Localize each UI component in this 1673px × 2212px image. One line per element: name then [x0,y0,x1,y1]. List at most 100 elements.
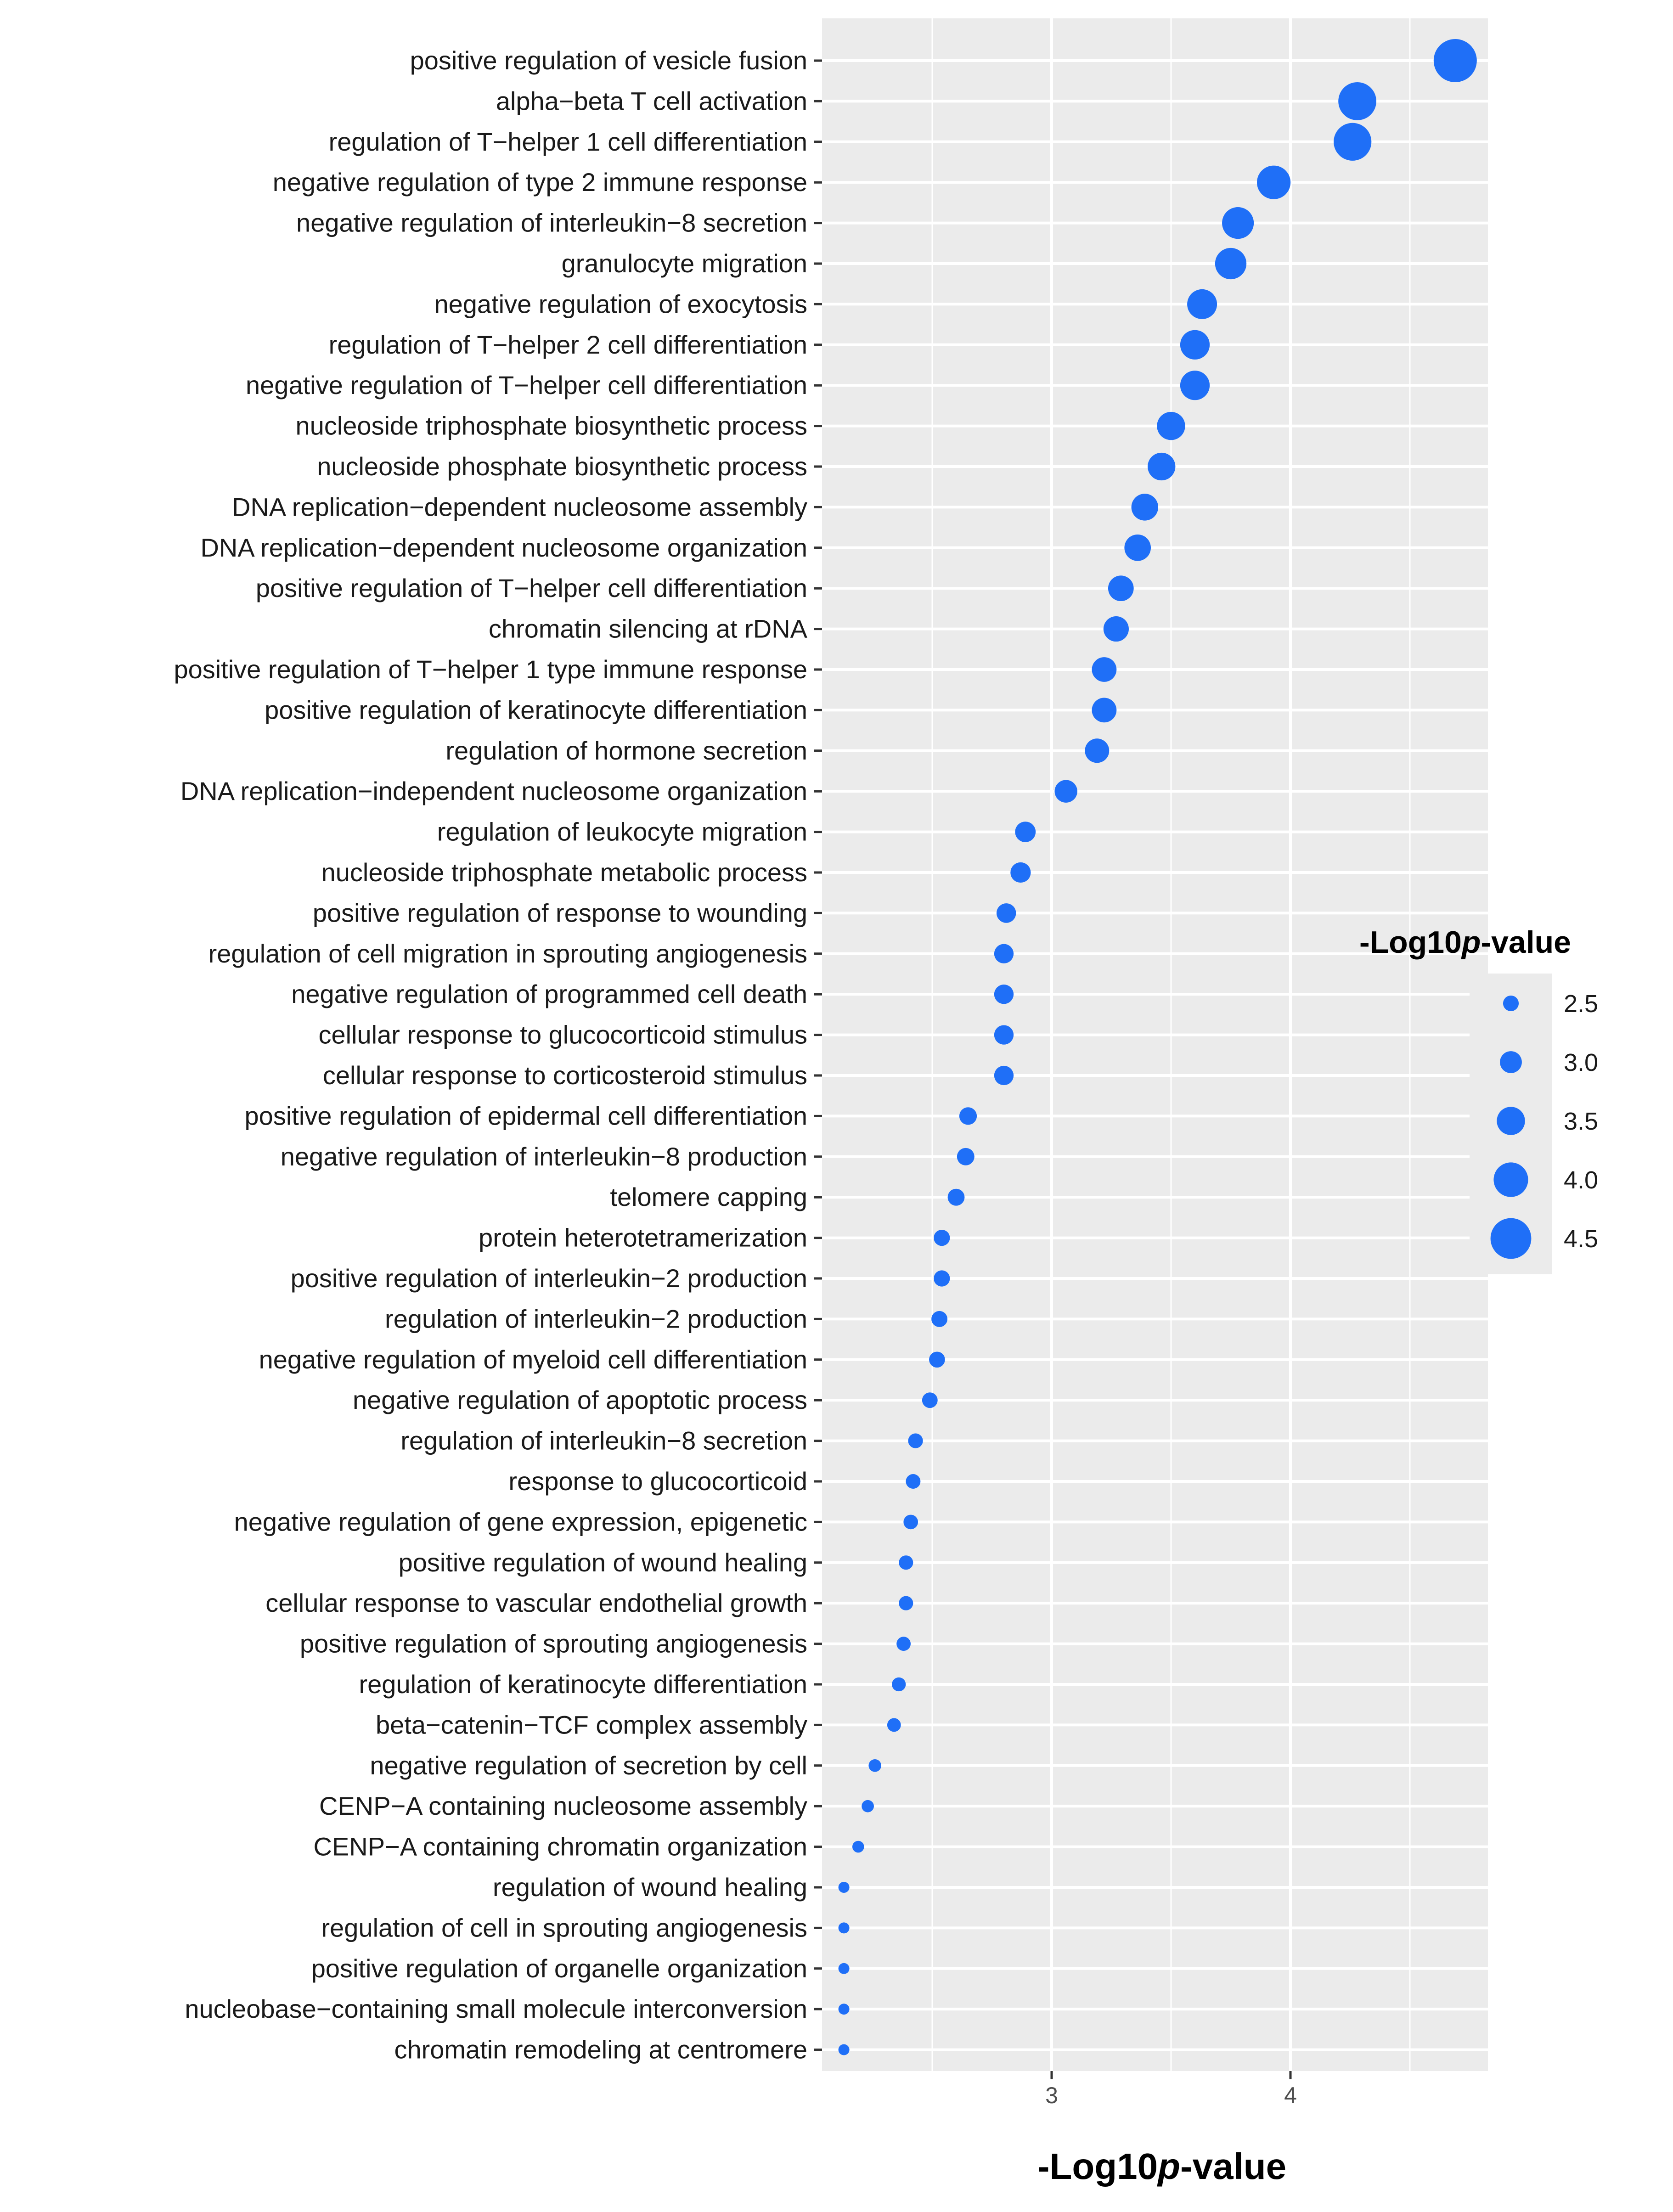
category-label: regulation of wound healing [493,1873,807,1902]
data-point [1180,371,1210,400]
data-point [903,1514,918,1530]
data-point [1222,207,1254,239]
grid-lines [822,18,1488,2071]
category-label: regulation of keratinocyte differentiati… [359,1670,807,1699]
category-label: regulation of cell in sprouting angiogen… [321,1913,807,1942]
legend-point [1490,1218,1532,1259]
category-label: positive regulation of T−helper cell dif… [256,574,807,602]
category-label: negative regulation of programmed cell d… [291,979,807,1008]
data-point [899,1555,913,1570]
category-label: positive regulation of organelle organiz… [311,1954,807,1983]
data-point [908,1433,923,1448]
data-point [1148,452,1176,481]
data-point [1054,780,1077,803]
category-label: DNA replication−dependent nucleosome org… [200,533,807,562]
data-point [1124,534,1151,561]
category-label: regulation of leukocyte migration [437,817,807,846]
data-point [868,1759,881,1772]
legend-point [1503,995,1519,1012]
category-label: positive regulation of epidermal cell di… [245,1101,807,1130]
legend-point [1493,1162,1528,1197]
data-point [1187,289,1217,319]
category-label: protein heterotetramerization [479,1223,807,1252]
legend-label: 3.0 [1564,1049,1598,1076]
category-label: negative regulation of interleukin−8 pro… [281,1142,807,1171]
category-label: negative regulation of interleukin−8 sec… [296,208,807,237]
category-label: positive regulation of keratinocyte diff… [265,695,807,724]
legend-label: 3.5 [1564,1108,1598,1135]
category-label: nucleobase−containing small molecule int… [185,1994,807,2023]
data-point [994,985,1014,1004]
y-axis-ticks [814,59,822,2051]
data-point [934,1270,950,1287]
category-label: nucleoside triphosphate metabolic proces… [321,858,807,887]
category-label: granulocyte migration [562,249,807,278]
x-axis-title: -Log10p-value [1037,2146,1286,2187]
data-point [838,1882,850,1893]
data-point [1338,82,1376,120]
data-point [1256,165,1291,199]
data-point [957,1148,975,1165]
data-point [862,1800,874,1812]
legend-title: -Log10p-value [1359,925,1571,960]
category-label: beta−catenin−TCF complex assembly [376,1710,807,1739]
category-label: negative regulation of gene expression, … [234,1507,807,1536]
data-point [994,1025,1014,1045]
plot-panel [822,18,1488,2071]
data-point [852,1841,864,1853]
category-label: chromatin remodeling at centromere [394,2035,807,2064]
category-label: nucleoside triphosphate biosynthetic pro… [296,411,807,440]
data-point [1092,698,1117,723]
x-tick-label: 4 [1284,2083,1297,2108]
category-label: regulation of T−helper 1 cell differenti… [329,127,807,156]
category-label: regulation of cell migration in sproutin… [208,939,807,968]
legend-entries: 2.5 3.0 3.5 4.0 4.5 [1490,990,1598,1259]
category-label: regulation of interleukin−2 production [385,1304,807,1333]
category-label: positive regulation of wound healing [399,1548,807,1577]
category-label: negative regulation of type 2 immune res… [273,168,807,197]
legend-label: 4.5 [1564,1225,1598,1253]
data-point [931,1311,948,1327]
data-point [1157,411,1185,440]
legend-label: 2.5 [1564,990,1598,1018]
data-point [929,1351,945,1368]
data-point [896,1637,911,1651]
size-legend: -Log10p-value 2.5 3.0 3.5 4.0 4.5 [1359,925,1598,1274]
category-label: DNA replication−independent nucleosome o… [180,777,807,805]
category-label: positive regulation of response to wound… [313,898,807,927]
category-label: regulation of hormone secretion [445,736,807,765]
category-label: telomere capping [610,1182,807,1211]
data-point [899,1596,913,1610]
category-label: negative regulation of exocytosis [434,289,808,318]
data-point [1010,862,1031,883]
data-point [922,1392,938,1408]
category-label: regulation of interleukin−8 secretion [400,1426,807,1455]
data-point [1108,575,1134,602]
data-points [838,39,1477,2055]
data-point [838,2004,850,2015]
category-label: CENP−A containing nucleosome assembly [319,1791,807,1820]
category-label: negative regulation of apoptotic process [353,1385,807,1414]
legend-point [1500,1051,1522,1073]
x-tick-label: 3 [1045,2083,1058,2108]
category-label: cellular response to glucocorticoid stim… [319,1020,808,1049]
category-label: positive regulation of sprouting angioge… [300,1629,807,1658]
category-label: regulation of T−helper 2 cell differenti… [329,330,807,359]
data-point [1180,330,1210,360]
legend-point [1497,1107,1525,1135]
category-label: negative regulation of T−helper cell dif… [246,371,807,400]
data-point [838,1922,850,1934]
category-label: positive regulation of vesicle fusion [410,46,807,75]
data-point [838,1963,850,1974]
data-point [1433,39,1477,82]
data-point [1092,657,1117,682]
data-point [1131,494,1159,521]
category-label: positive regulation of T−helper 1 type i… [174,655,807,684]
category-label: cellular response to vascular endothelia… [265,1588,807,1617]
data-point [892,1677,906,1692]
category-label: negative regulation of secretion by cell [370,1751,807,1780]
data-point [1085,738,1110,763]
category-label: response to glucocorticoid [508,1467,807,1496]
